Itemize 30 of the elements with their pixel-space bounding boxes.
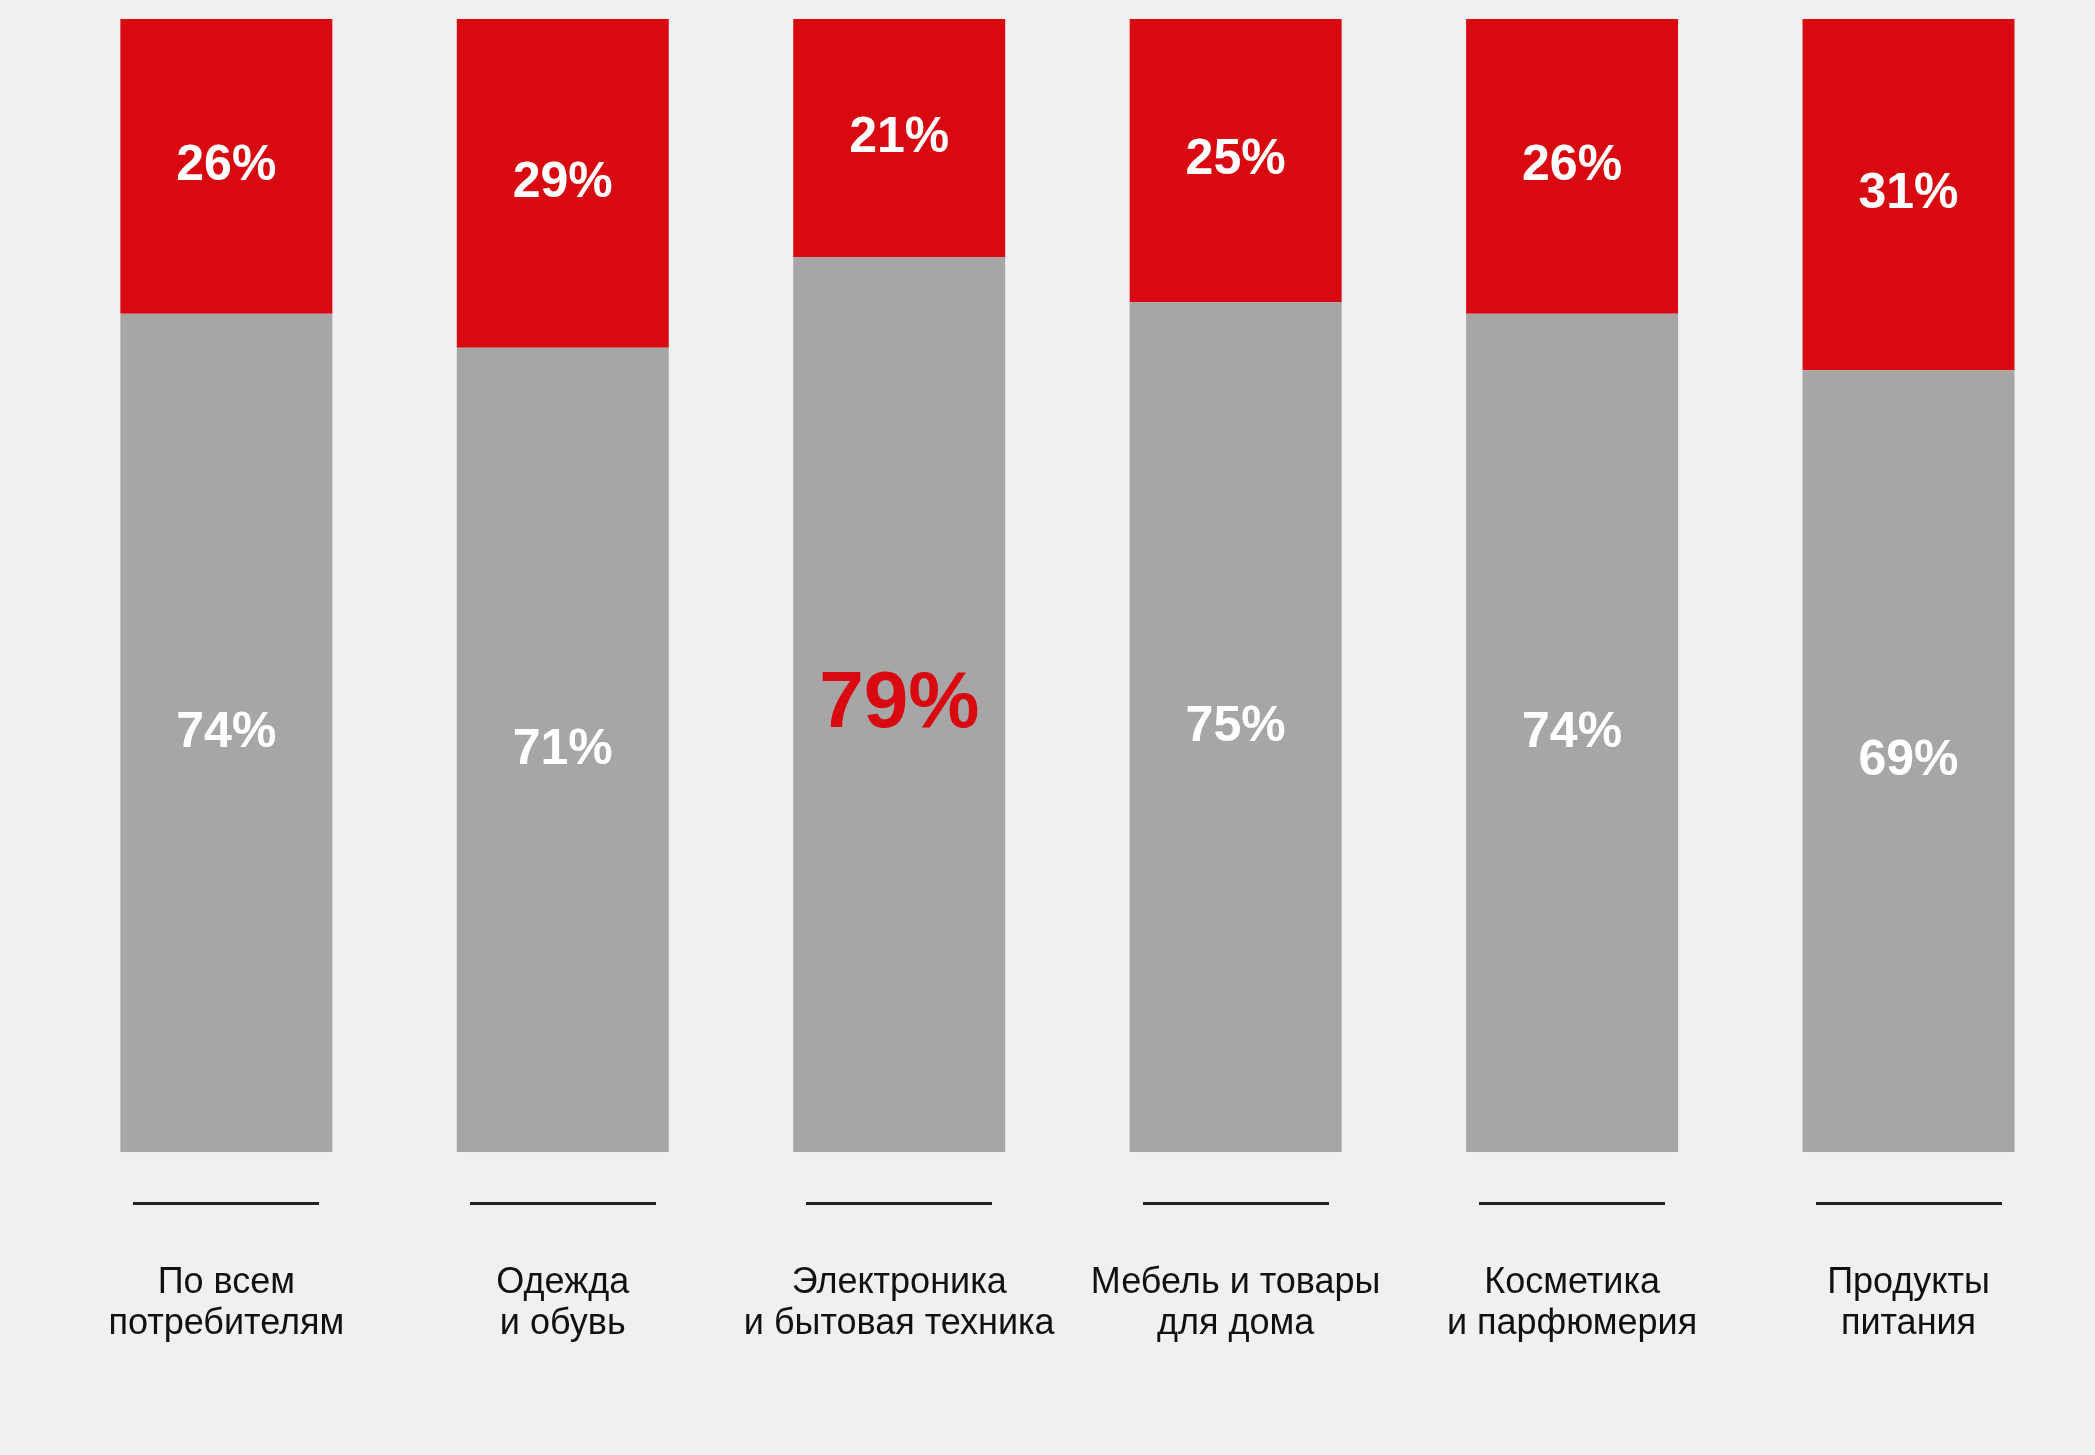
data-label: 31% — [1858, 163, 1959, 220]
bar — [1802, 19, 2015, 371]
data-label: 26% — [176, 135, 277, 192]
x-tick-label: Продукты питания — [1827, 1259, 1990, 1343]
data-label: 25% — [1185, 129, 1286, 186]
data-label: 79% — [819, 654, 980, 744]
bar — [1129, 302, 1342, 1153]
bar — [456, 19, 669, 348]
bar — [1802, 370, 2015, 1153]
x-tick-label: Электроника и бытовая техника — [743, 1259, 1056, 1343]
data-label: 26% — [1522, 135, 1623, 192]
data-label: 74% — [1522, 701, 1623, 758]
x-tick-label: Мебель и товары для дома — [1090, 1259, 1381, 1343]
x-tick-label: Косметика и парфюмерия — [1446, 1259, 1698, 1343]
data-label: 21% — [849, 106, 950, 163]
bar — [1129, 19, 1342, 303]
data-label: 75% — [1185, 696, 1286, 753]
bar — [120, 19, 333, 314]
bar — [1466, 313, 1679, 1153]
data-label: 29% — [512, 152, 613, 209]
x-tick-label: По всем потребителям — [108, 1259, 345, 1343]
x-tick-label: Одежда и обувь — [496, 1259, 631, 1343]
bar — [1466, 19, 1679, 314]
data-label: 71% — [512, 718, 613, 775]
bar — [456, 347, 669, 1153]
bar — [120, 313, 333, 1153]
data-label: 74% — [176, 701, 277, 758]
bar — [793, 256, 1006, 1153]
bar — [793, 19, 1006, 257]
data-label: 69% — [1858, 730, 1959, 787]
